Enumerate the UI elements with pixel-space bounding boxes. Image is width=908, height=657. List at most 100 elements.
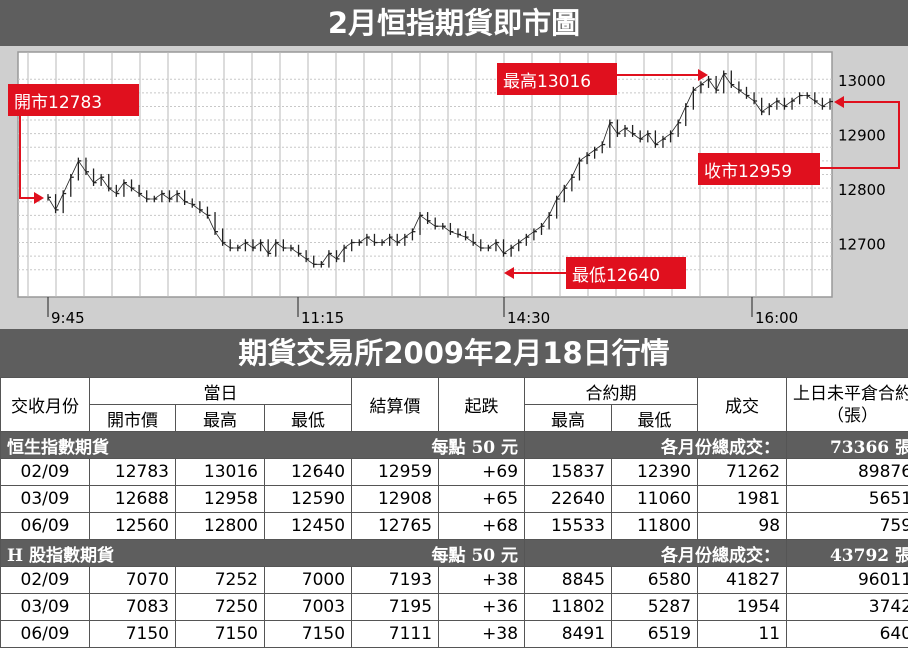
header-volume: 成交	[697, 377, 788, 432]
table-cell: 98	[697, 512, 788, 540]
plot-area	[17, 51, 833, 298]
table-cell: +38	[438, 620, 526, 648]
header-contract-high: 最高	[524, 404, 613, 432]
table-cell: 22640	[524, 485, 613, 513]
table-cell: +68	[438, 512, 526, 540]
table-cell: 7193	[351, 566, 440, 594]
table-cell: 7195	[351, 593, 440, 621]
header-day: 當日	[88, 377, 353, 405]
table-cell: 11060	[611, 485, 699, 513]
table-cell: 12450	[263, 512, 353, 540]
table-cell: 03/09	[0, 593, 90, 621]
table-row: 06/09 12560 12800 12450 12765 +68 15533 11800 98…	[0, 512, 908, 540]
header-contract-low: 最低	[611, 404, 699, 432]
table-body: 恒生指數期貨 每點 50 元各月份總成交： 73366 張 02/09 12783 130…	[0, 431, 908, 648]
table-cell: 5287	[611, 593, 699, 621]
table-cell: 7003	[263, 593, 353, 621]
table-cell: 12390	[611, 458, 699, 486]
futures-quote-table: 交收月份 當日 結算價 起跌 合約期 成交 上日未平倉合約（張） 開市價 最高 …	[0, 377, 908, 657]
table-cell: 7111	[351, 620, 440, 648]
y-tick-label: 12700	[838, 236, 886, 254]
table-cell: 7150	[89, 620, 176, 648]
table-cell: 7252	[175, 566, 265, 594]
x-tick-label: 9:45	[51, 309, 85, 327]
low-callout-label: 最低12640	[572, 266, 660, 286]
header-contract: 合約期	[524, 377, 699, 405]
table-cell: 1954	[697, 593, 788, 621]
close-arrow-line	[820, 101, 900, 169]
y-tick-label: 12800	[838, 181, 886, 199]
table-cell: 11	[697, 620, 788, 648]
table-cell: 12688	[89, 485, 176, 513]
group-total-volume: 43792 張	[786, 539, 908, 567]
table-cell: 12959	[351, 458, 440, 486]
table-cell: 12560	[89, 512, 176, 540]
table-cell: 12958	[175, 485, 265, 513]
table-cell: 6519	[611, 620, 699, 648]
group-total-label: 各月份總成交：	[524, 431, 788, 459]
table-cell: +69	[438, 458, 526, 486]
table-cell: 7083	[89, 593, 176, 621]
high-callout-box	[497, 63, 617, 95]
table-cell: +65	[438, 485, 526, 513]
group-header-row: H 股指數期貨 每點 50 元各月份總成交： 43792 張	[0, 539, 908, 567]
table-cell: 7150	[263, 620, 353, 648]
table-cell: 12800	[175, 512, 265, 540]
table-cell: 06/09	[0, 512, 90, 540]
group-unit: 每點 50 元	[431, 437, 519, 458]
table-cell: 6580	[611, 566, 699, 594]
table-cell: 640	[786, 620, 908, 648]
table-cell: 13016	[175, 458, 265, 486]
table-title: 期貨交易所2009年2月18日行情	[0, 329, 908, 377]
group-unit: 每點 50 元	[431, 545, 519, 566]
table-cell: 7250	[175, 593, 265, 621]
header-high: 最高	[175, 404, 265, 432]
group-total-label: 各月份總成交：	[524, 539, 788, 567]
x-tick-label: 16:00	[755, 309, 798, 327]
table-cell: 1981	[697, 485, 788, 513]
table-cell: 8845	[524, 566, 613, 594]
open-callout-box	[8, 84, 139, 116]
low-arrowhead	[504, 267, 514, 279]
header-open-interest: 上日未平倉合約（張）	[786, 377, 908, 432]
group-name-cell: H 股指數期貨 每點 50 元	[0, 539, 526, 567]
table-cell: 5651	[786, 485, 908, 513]
header-settle: 結算價	[351, 377, 440, 432]
table-cell: 41827	[697, 566, 788, 594]
table-cell: 12590	[263, 485, 353, 513]
group-total-volume: 73366 張	[786, 431, 908, 459]
table-cell: 759	[786, 512, 908, 540]
open-arrowhead	[34, 192, 44, 204]
table-cell: 7150	[175, 620, 265, 648]
table-cell: 06/09	[0, 620, 90, 648]
table-cell: +36	[438, 593, 526, 621]
table-cell: 7070	[89, 566, 176, 594]
table-cell: 02/09	[0, 458, 90, 486]
table-cell: 12783	[89, 458, 176, 486]
close-arrowhead	[834, 96, 844, 108]
table-cell: 3742	[786, 593, 908, 621]
table-cell: 02/09	[0, 566, 90, 594]
table-cell: +38	[438, 566, 526, 594]
table-cell: 96011	[786, 566, 908, 594]
group-header-row: 恒生指數期貨 每點 50 元各月份總成交： 73366 張	[0, 431, 908, 459]
table-cell: 15837	[524, 458, 613, 486]
table-row: 02/09 12783 13016 12640 12959 +69 15837 12390 71…	[0, 458, 908, 486]
x-tick-label: 11:15	[301, 309, 344, 327]
price-series-line	[47, 73, 831, 265]
group-name-cell: 恒生指數期貨 每點 50 元	[0, 431, 526, 459]
table-cell: 12640	[263, 458, 353, 486]
high-callout-label: 最高13016	[503, 72, 591, 92]
y-tick-label: 13000	[838, 72, 886, 90]
table-cell: 12908	[351, 485, 440, 513]
header-change: 起跌	[438, 377, 526, 432]
table-cell: 15533	[524, 512, 613, 540]
table-cell: 89876	[786, 458, 908, 486]
header-month: 交收月份	[0, 377, 90, 432]
table-cell: 11802	[524, 593, 613, 621]
table-cell: 03/09	[0, 485, 90, 513]
table-cell: 12765	[351, 512, 440, 540]
header-low: 最低	[263, 404, 353, 432]
y-tick-label: 12900	[838, 127, 886, 145]
